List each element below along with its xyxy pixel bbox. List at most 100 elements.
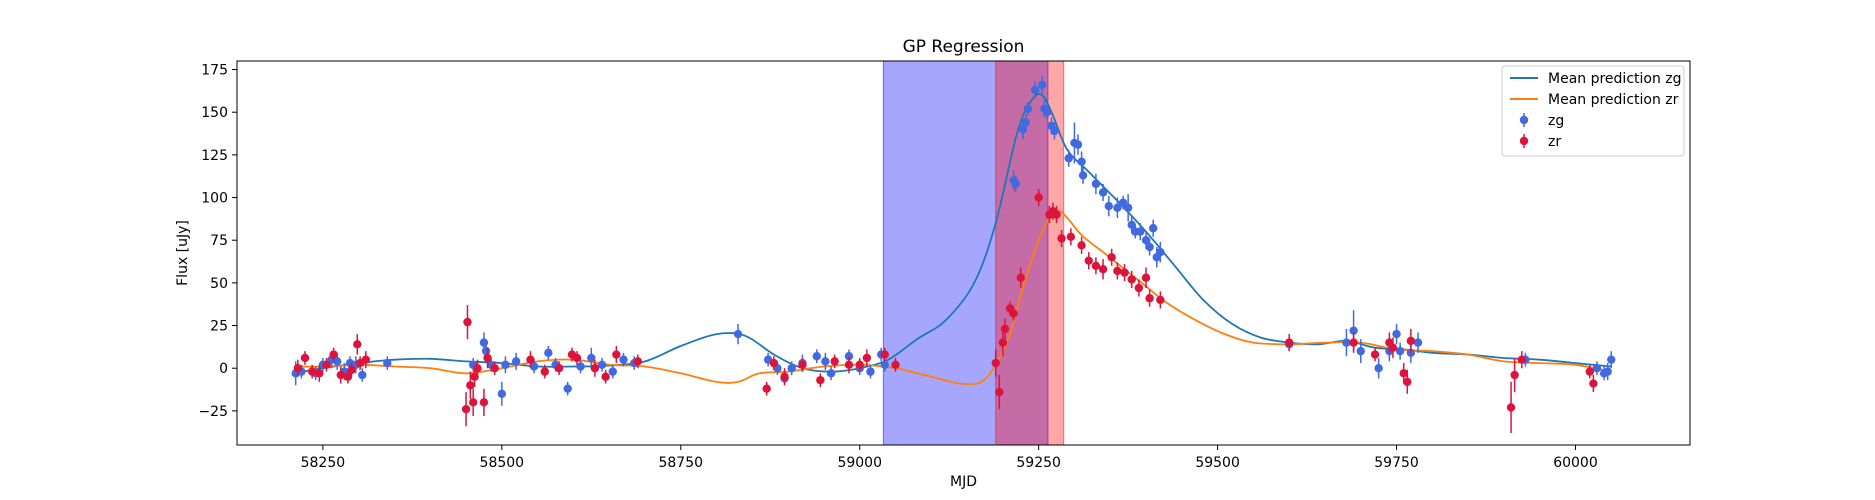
series-zr	[293, 189, 1598, 434]
data-point-zg	[1395, 346, 1405, 356]
data-point-zr	[1034, 193, 1043, 202]
data-point-zr	[762, 384, 771, 393]
x-tick-label: 59500	[1195, 455, 1240, 471]
data-point-zg	[1141, 236, 1151, 245]
data-point-zg	[1098, 188, 1108, 197]
data-point-zr	[463, 317, 472, 327]
data-point-zr	[1349, 338, 1358, 347]
data-point-zg	[787, 364, 796, 373]
data-point-zr	[1134, 283, 1144, 293]
data-point-zr	[353, 340, 362, 349]
data-point-zr	[1009, 309, 1018, 318]
y-tick-label: 75	[210, 233, 228, 249]
data-point-zr	[816, 375, 825, 385]
x-tick-label: 59750	[1374, 455, 1419, 471]
data-point-zr	[361, 355, 371, 364]
data-point-zr	[590, 364, 600, 373]
x-axis-ticks: 58250 58500 58750 59000 59250 59500 59750 60000	[301, 445, 1598, 471]
data-point-zg	[1038, 80, 1047, 90]
data-point-zr	[329, 350, 338, 359]
data-point-zg	[1123, 203, 1133, 212]
data-point-zr	[995, 387, 1004, 397]
data-point-zr	[1370, 350, 1380, 359]
data-point-zr	[1284, 338, 1294, 347]
x-tick-label: 60000	[1553, 455, 1598, 471]
data-point-zr	[315, 369, 324, 378]
data-point-zr	[1127, 275, 1136, 284]
data-point-zg	[826, 369, 836, 378]
data-point-zr	[1141, 273, 1151, 282]
legend-marker-zr	[1519, 136, 1529, 146]
data-point-zg	[1136, 227, 1145, 236]
data-point-zg	[1050, 126, 1059, 136]
data-point-zr	[479, 398, 489, 407]
y-axis-ticks: −25 0 25 50 75 100 125 150 175	[198, 63, 237, 420]
data-point-zr	[540, 367, 549, 376]
data-point-zr	[1406, 336, 1416, 346]
data-point-zg	[1148, 224, 1158, 233]
data-point-zr	[1000, 324, 1010, 334]
legend-label-zg: zg	[1548, 113, 1564, 129]
data-point-zr	[300, 353, 310, 363]
chart-title: GP Regression	[903, 37, 1025, 57]
data-point-zr	[798, 360, 807, 369]
data-point-zg	[844, 352, 854, 361]
data-point-zg	[1091, 179, 1101, 189]
data-point-zr	[322, 360, 331, 369]
data-point-zr	[769, 358, 779, 368]
data-point-zr	[1107, 253, 1116, 262]
legend: Mean prediction zg Mean prediction zr zg zr	[1501, 65, 1685, 157]
data-point-zg	[1342, 338, 1351, 347]
data-point-zr	[1399, 369, 1408, 378]
data-point-zg	[479, 338, 489, 347]
data-point-zg	[812, 352, 821, 361]
data-point-zg	[1077, 157, 1086, 166]
data-point-zg	[1356, 346, 1365, 356]
data-point-zg	[383, 358, 392, 368]
data-point-zg	[1156, 247, 1165, 257]
data-point-zg	[563, 384, 572, 393]
y-tick-label: 125	[201, 148, 228, 164]
data-point-zr	[1388, 343, 1398, 352]
data-point-zg	[1030, 85, 1040, 95]
data-point-zg	[597, 360, 607, 369]
legend-label-zr: zr	[1548, 134, 1561, 150]
data-point-zr	[526, 355, 535, 364]
y-tick-label: 0	[219, 361, 228, 377]
data-point-zr	[1585, 367, 1594, 376]
data-point-zr	[1084, 256, 1093, 265]
data-point-zr	[307, 367, 317, 376]
y-tick-label: 50	[210, 276, 228, 292]
data-point-zg	[501, 360, 510, 369]
data-point-zg	[1043, 108, 1052, 117]
data-point-zg	[1011, 179, 1020, 189]
data-point-zg	[1021, 118, 1030, 127]
data-point-zg	[1349, 326, 1358, 335]
data-point-zr	[1145, 294, 1154, 303]
data-point-zr	[1120, 268, 1129, 277]
data-point-zr	[336, 370, 345, 380]
data-point-zr	[461, 404, 471, 414]
data-point-zr	[1052, 210, 1061, 219]
data-point-zr	[1517, 355, 1526, 364]
data-point-zr	[1506, 403, 1516, 412]
observation-points	[291, 76, 1616, 434]
legend-box	[1501, 65, 1685, 157]
data-point-zr	[1091, 261, 1101, 270]
data-point-zr	[1156, 295, 1165, 305]
y-tick-label: 175	[201, 63, 228, 79]
data-point-zg	[576, 362, 585, 371]
x-tick-label: 59000	[837, 455, 882, 471]
legend-label-mean-prediction-zr: Mean prediction zr	[1548, 92, 1679, 108]
data-point-zr	[347, 365, 356, 375]
data-point-zg	[529, 362, 539, 371]
data-point-zr	[633, 357, 643, 366]
data-point-zg	[587, 353, 596, 363]
data-point-zr	[830, 357, 839, 366]
data-point-zg	[1392, 329, 1401, 339]
data-point-zr	[1057, 234, 1066, 243]
data-point-zg	[608, 367, 617, 376]
highlight-span-1	[882, 60, 1049, 446]
data-point-zg	[880, 360, 889, 369]
